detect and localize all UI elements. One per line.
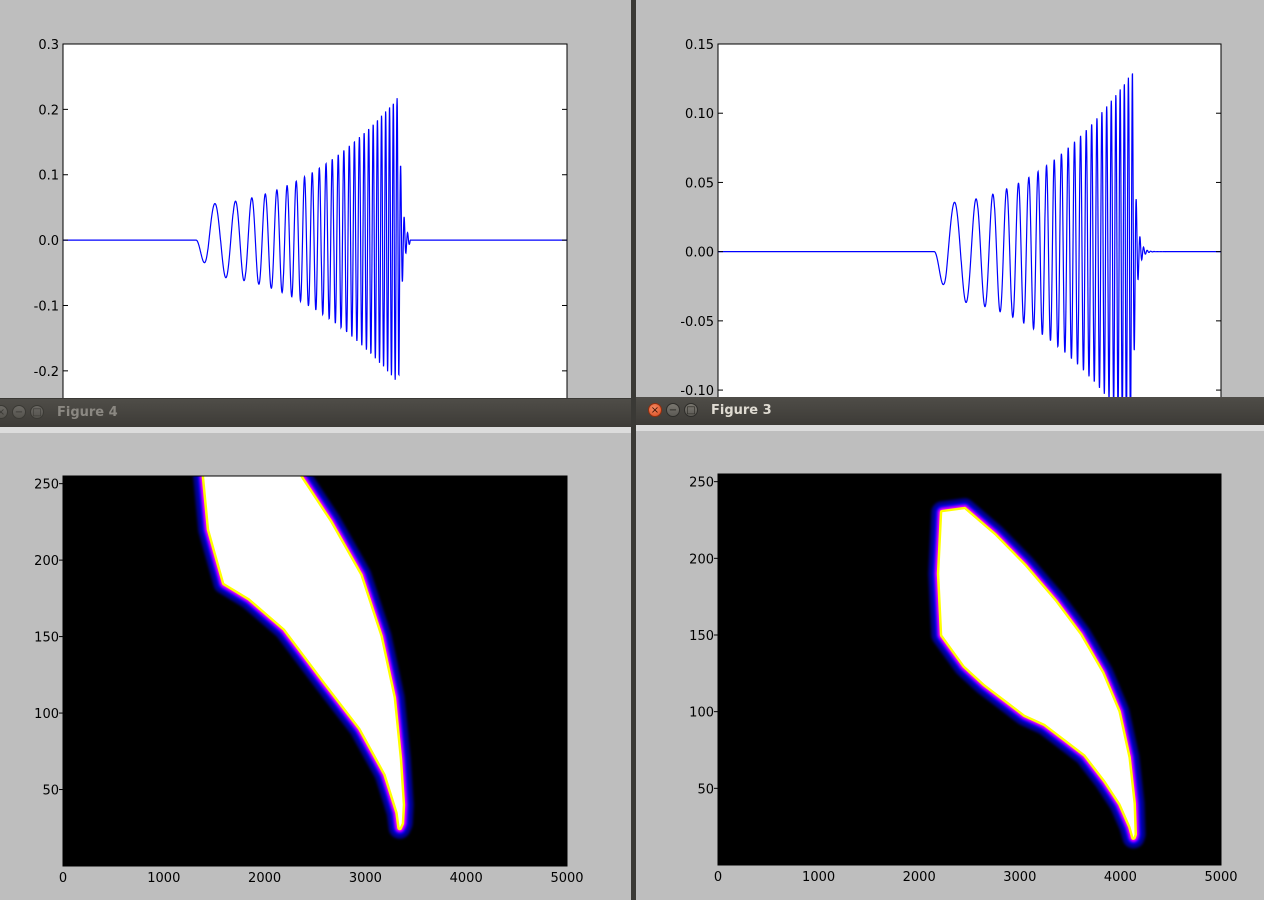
y-tick-label: -0.05 xyxy=(680,315,714,330)
top-left-figure-window: 0.3 0.2 0.1 0.0 -0.1 -0.2 xyxy=(0,0,631,398)
maximize-icon[interactable]: □ xyxy=(30,405,44,419)
x-tick-label: 0 xyxy=(59,871,67,886)
horizontal-window-divider xyxy=(0,398,631,399)
figure4-toolbar-separator xyxy=(0,427,631,433)
vertical-window-divider xyxy=(631,0,636,900)
y-tick-label: 0.00 xyxy=(685,246,714,261)
heatmap-ridge-layer xyxy=(204,476,403,828)
y-tick-label: 150 xyxy=(34,631,59,646)
signal-line xyxy=(718,73,1221,398)
y-tick-label: 50 xyxy=(42,784,59,799)
figure4-heatmap-chart: 0 1000 2000 3000 4000 5000 250 200 150 100 50 xyxy=(34,475,584,886)
top-right-line-chart: 0.15 0.10 0.05 0.00 -0.05 -0.10 xyxy=(680,38,1222,398)
x-tick-label: 5000 xyxy=(550,871,583,886)
x-tick-label: 3000 xyxy=(1003,870,1036,885)
y-tick-label: 0.0 xyxy=(38,234,59,249)
figure3-heatmap-chart: 0 1000 2000 3000 4000 5000 250 200 150 100 50 xyxy=(689,473,1238,885)
y-tick-label: 250 xyxy=(689,476,714,491)
figure4-titlebar[interactable]: × − □ Figure 4 xyxy=(0,399,631,427)
minimize-icon[interactable]: − xyxy=(12,405,26,419)
x-tick-label: 3000 xyxy=(349,871,382,886)
y-tick-label: 100 xyxy=(689,706,714,721)
maximize-icon[interactable]: □ xyxy=(684,403,698,417)
plot-area xyxy=(717,43,1222,398)
y-tick-label: 200 xyxy=(34,554,59,569)
y-tick-label: -0.2 xyxy=(34,365,59,380)
figure3-toolbar-separator xyxy=(636,425,1264,431)
minimize-icon[interactable]: − xyxy=(666,403,680,417)
y-tick-label: 150 xyxy=(689,629,714,644)
y-tick-label: 0.05 xyxy=(685,176,714,191)
heatmap-frame xyxy=(717,473,1222,866)
figure3-window: × − □ Figure 3 0 1000 2000 3000 4000 5000 250 2… xyxy=(636,397,1264,900)
signal-line xyxy=(63,98,567,380)
figure3-titlebar[interactable]: × − □ Figure 3 xyxy=(636,397,1264,425)
figure3-title: Figure 3 xyxy=(711,403,772,418)
y-tick-label: 50 xyxy=(697,782,714,797)
top-right-figure-window: 0.15 0.10 0.05 0.00 -0.05 -0.10 xyxy=(636,0,1264,398)
top-left-line-chart: 0.3 0.2 0.1 0.0 -0.1 -0.2 xyxy=(34,38,568,398)
x-tick-label: 4000 xyxy=(1104,870,1137,885)
y-tick-label: 0.15 xyxy=(685,38,714,53)
y-tick-label: 0.3 xyxy=(38,38,59,53)
close-icon[interactable]: × xyxy=(648,403,662,417)
y-tick-label: 250 xyxy=(34,478,59,493)
x-tick-label: 2000 xyxy=(903,870,936,885)
y-tick-label: -0.1 xyxy=(34,299,59,314)
plot-area xyxy=(62,43,568,398)
heatmap-frame xyxy=(62,475,568,867)
x-tick-label: 1000 xyxy=(147,871,180,886)
figure4-window: × − □ Figure 4 0 1000 2000 3000 4000 5000 250 2… xyxy=(0,399,631,900)
x-tick-label: 4000 xyxy=(450,871,483,886)
y-tick-label: 0.2 xyxy=(38,103,59,118)
y-tick-label: -0.10 xyxy=(680,384,714,398)
x-tick-label: 1000 xyxy=(802,870,835,885)
heatmap-ridge-layer xyxy=(939,509,1135,838)
y-tick-label: 200 xyxy=(689,552,714,567)
y-tick-label: 0.1 xyxy=(38,169,59,184)
y-tick-label: 100 xyxy=(34,707,59,722)
figure4-title: Figure 4 xyxy=(57,405,118,420)
x-tick-label: 5000 xyxy=(1204,870,1237,885)
x-tick-label: 2000 xyxy=(248,871,281,886)
y-tick-label: 0.10 xyxy=(685,107,714,122)
x-tick-label: 0 xyxy=(714,870,722,885)
